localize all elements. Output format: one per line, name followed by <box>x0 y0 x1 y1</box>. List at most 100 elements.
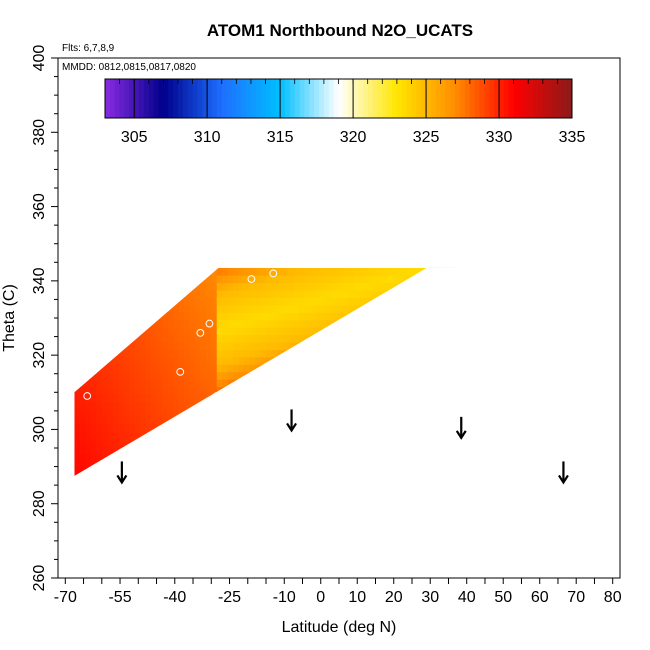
heatmap-cell <box>96 371 103 380</box>
heatmap-cell <box>156 357 163 365</box>
x-tick-label: -70 <box>54 589 77 606</box>
heatmap-cell <box>364 297 371 306</box>
heatmap-cell <box>211 290 218 298</box>
heatmap-cell <box>430 290 437 298</box>
heatmap-cell <box>342 319 349 328</box>
heatmap-cell <box>293 379 300 388</box>
heatmap-cell <box>452 371 456 380</box>
heatmap-cell <box>167 267 174 276</box>
heatmap-cell <box>101 312 108 321</box>
heatmap-cell <box>391 438 398 447</box>
heatmap-cell <box>183 401 190 410</box>
heatmap-cell <box>375 319 382 328</box>
heatmap-cell <box>200 267 207 276</box>
heatmap-cell <box>118 312 125 321</box>
heatmap-cell <box>337 423 344 432</box>
heatmap-cell <box>156 297 163 306</box>
heatmap-cell <box>424 282 431 291</box>
heatmap-cell <box>320 290 327 298</box>
heatmap-cell <box>227 401 234 410</box>
heatmap-cell <box>402 423 409 432</box>
colorbar-swatch <box>421 79 427 118</box>
colorbar-swatch <box>289 79 296 118</box>
heatmap-cell <box>359 394 365 402</box>
heatmap-cell <box>74 401 81 410</box>
heatmap-cell <box>260 379 267 388</box>
heatmap-cell <box>326 416 333 425</box>
heatmap-cell <box>304 290 311 298</box>
heatmap-cell <box>320 305 327 313</box>
heatmap-cell <box>189 349 196 358</box>
heatmap-cell <box>189 386 196 395</box>
heatmap-cell <box>222 305 229 313</box>
heatmap-cell <box>260 364 267 373</box>
heatmap-cell <box>293 431 300 440</box>
heatmap-cell <box>315 453 322 462</box>
heatmap-cell <box>326 461 333 469</box>
heatmap-cell <box>337 312 344 321</box>
heatmap-cell <box>255 327 261 336</box>
colorbar-swatch <box>192 79 198 118</box>
colorbar-swatch <box>173 79 179 118</box>
heatmap-cell <box>446 438 453 447</box>
heatmap-cell <box>402 357 409 365</box>
heatmap-cell <box>326 438 333 447</box>
heatmap-cell <box>172 423 179 432</box>
heatmap-cell <box>156 282 163 291</box>
chart-title: ATOM1 Northbound N2O_UCATS <box>207 21 473 40</box>
heatmap-cell <box>304 461 311 469</box>
heatmap-cell <box>408 476 414 484</box>
heatmap-cell <box>238 423 245 432</box>
sample-point <box>205 319 214 328</box>
colorbar-swatch <box>406 79 412 118</box>
heatmap-cell <box>238 282 245 291</box>
heatmap-cell <box>107 342 114 350</box>
heatmap-cell <box>452 282 456 291</box>
heatmap-cell <box>430 371 437 380</box>
heatmap-cell <box>189 290 196 298</box>
heatmap-cell <box>391 357 398 365</box>
heatmap-cell <box>413 446 420 454</box>
heatmap-cell <box>162 394 168 402</box>
heatmap-cell <box>380 357 387 365</box>
heatmap-cell <box>309 438 316 447</box>
heatmap-cell <box>183 349 190 358</box>
heatmap-cell <box>386 409 393 417</box>
heatmap-cell <box>107 438 114 447</box>
heatmap-cell <box>129 349 136 358</box>
heatmap-cell <box>309 327 316 336</box>
heatmap-cell <box>74 334 81 343</box>
heatmap-cell <box>282 431 289 440</box>
heatmap-cell <box>85 327 92 336</box>
heatmap-cell <box>216 349 223 358</box>
heatmap-cell <box>331 461 338 469</box>
heatmap-cell <box>337 401 344 410</box>
heatmap-cell <box>287 349 294 358</box>
heatmap-cell <box>304 357 311 365</box>
heatmap-cell <box>260 305 267 313</box>
heatmap-cell <box>79 357 86 365</box>
heatmap-cell <box>282 319 289 328</box>
heatmap-cell <box>386 327 393 336</box>
heatmap-cell <box>118 431 125 440</box>
heatmap-cell <box>189 423 196 432</box>
heatmap-cell <box>359 386 365 395</box>
heatmap-cell <box>227 438 234 447</box>
heatmap-cell <box>342 423 349 432</box>
heatmap-cell <box>157 476 163 484</box>
heatmap-cell <box>233 453 240 462</box>
heatmap-cell <box>287 290 294 298</box>
heatmap-cell <box>145 349 152 358</box>
heatmap-cell <box>266 364 272 373</box>
heatmap-cell <box>309 379 316 388</box>
heatmap-cell <box>304 446 311 454</box>
heatmap-cell <box>276 423 283 432</box>
heatmap-cell <box>391 342 398 350</box>
heatmap-cell <box>200 364 207 373</box>
heatmap-cell <box>419 349 426 358</box>
heatmap-cell <box>271 357 278 365</box>
colorbar-swatch <box>387 79 393 118</box>
heatmap-cell <box>107 282 114 291</box>
heatmap-cell <box>244 438 250 447</box>
heatmap-cell <box>348 357 354 365</box>
